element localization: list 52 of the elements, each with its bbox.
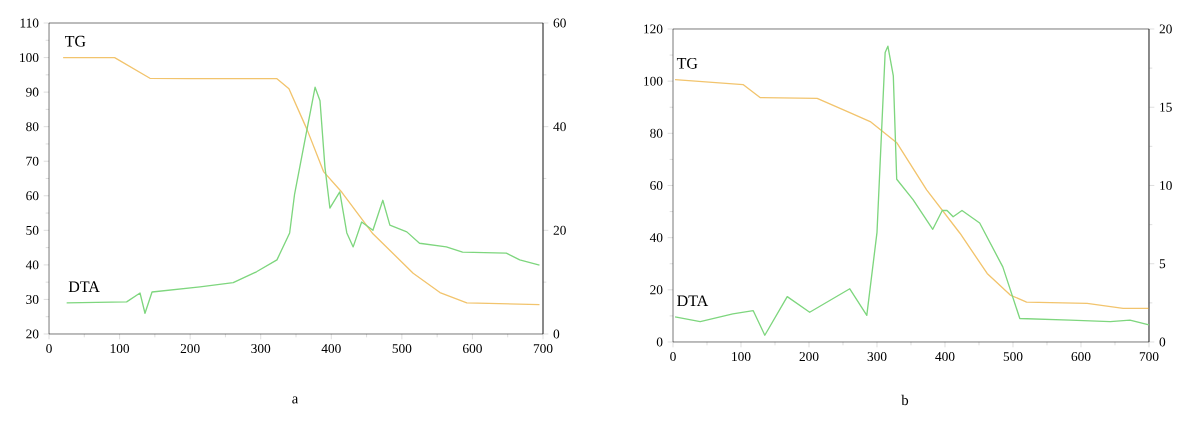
y2-tick-label: 20	[1159, 24, 1172, 34]
series-label: DTA	[68, 281, 100, 292]
y-tick-label: 50	[26, 225, 39, 235]
line-series	[674, 78, 1150, 310]
y-tick-label: 20	[650, 285, 663, 295]
x-tick-label: 600	[1071, 352, 1091, 362]
y2-tick-label: 40	[553, 122, 566, 132]
series-label: TG	[65, 35, 86, 47]
x-tick-label: 700	[533, 344, 553, 354]
y-tick-label: 60	[26, 191, 39, 201]
y-tick-label: 40	[25, 260, 39, 270]
x-tick-label: 0	[46, 344, 52, 354]
line-series	[674, 45, 1150, 336]
y-tick-label: 100	[644, 76, 663, 86]
y-tick-label: 0	[656, 337, 663, 347]
y2-tick-label: 60	[553, 18, 566, 28]
x-tick-label: 100	[732, 352, 751, 362]
x-tick-label: 600	[463, 344, 482, 354]
y2-tick-label: 15	[1160, 102, 1172, 112]
y-tick-label: 110	[20, 18, 39, 28]
x-tick-label: 200	[799, 352, 819, 362]
y-tick-label: 100	[20, 53, 39, 63]
y-tick-label: 80	[650, 128, 663, 138]
x-tick-label: 0	[670, 352, 676, 362]
y-tick-label: 120	[644, 24, 663, 34]
y2-tick-label: 10	[1160, 181, 1172, 190]
line-series	[65, 86, 541, 314]
x-tick-label: 200	[180, 344, 200, 354]
series-label: DTA	[677, 295, 709, 306]
y-tick-label: 60	[650, 180, 663, 190]
x-tick-label: 300	[251, 344, 271, 354]
text: a	[292, 396, 299, 404]
y-tick-label: 80	[26, 122, 39, 132]
x-tick-label: 500	[1003, 352, 1023, 362]
y2-tick-label: 5	[1159, 259, 1166, 269]
x-tick-label: 100	[110, 344, 130, 354]
y2-tick-label: 0	[553, 329, 560, 339]
y-tick-label: 40	[649, 233, 663, 243]
y2-tick-label: 20	[553, 225, 566, 235]
y-tick-label: 20	[26, 329, 39, 339]
x-tick-label: 500	[392, 344, 412, 354]
series-label: TG	[676, 57, 698, 69]
line-series	[62, 56, 541, 306]
text: b	[901, 394, 909, 406]
x-tick-label: 300	[867, 352, 887, 362]
x-tick-label: 700	[1139, 352, 1159, 362]
x-tick-label: 400	[321, 344, 341, 354]
y-tick-label: 70	[26, 156, 39, 166]
y-tick-label: 30	[26, 294, 39, 304]
x-tick-label: 400	[935, 352, 955, 362]
y-tick-label: 90	[26, 87, 39, 97]
y2-tick-label: 0	[1159, 337, 1166, 347]
